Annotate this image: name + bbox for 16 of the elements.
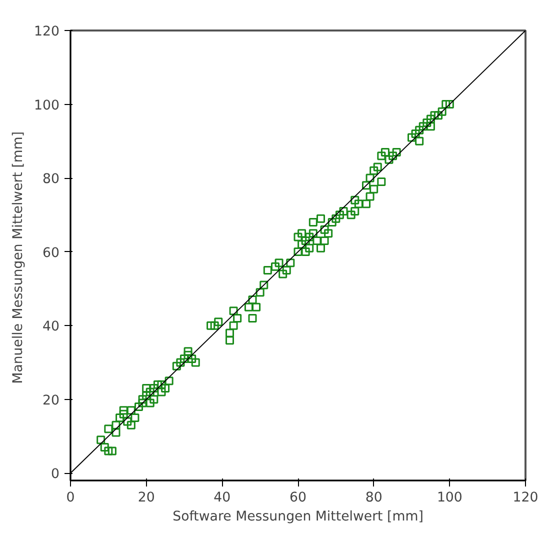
y-tick-label: 80 (42, 172, 60, 188)
x-tick-label: 40 (214, 490, 231, 506)
y-axis-title: Manuelle Messungen Mittelwert [mm] (11, 131, 26, 384)
x-tick-label: 80 (365, 490, 382, 506)
y-tick-label: 100 (34, 98, 60, 114)
x-axis-title: Software Messungen Mittelwert [mm] (172, 510, 424, 524)
x-tick-label: 0 (66, 490, 75, 506)
y-tick-label: 120 (34, 24, 60, 40)
x-tick-label: 120 (512, 490, 538, 506)
x-tick-label: 100 (436, 490, 462, 506)
y-tick-label: 40 (42, 320, 60, 335)
y-tick-label: 60 (42, 246, 60, 261)
x-tick-label: 20 (138, 490, 155, 506)
y-tick-label: 0 (51, 467, 60, 482)
x-tick-label: 60 (290, 490, 306, 506)
y-tick-label: 20 (42, 393, 60, 408)
